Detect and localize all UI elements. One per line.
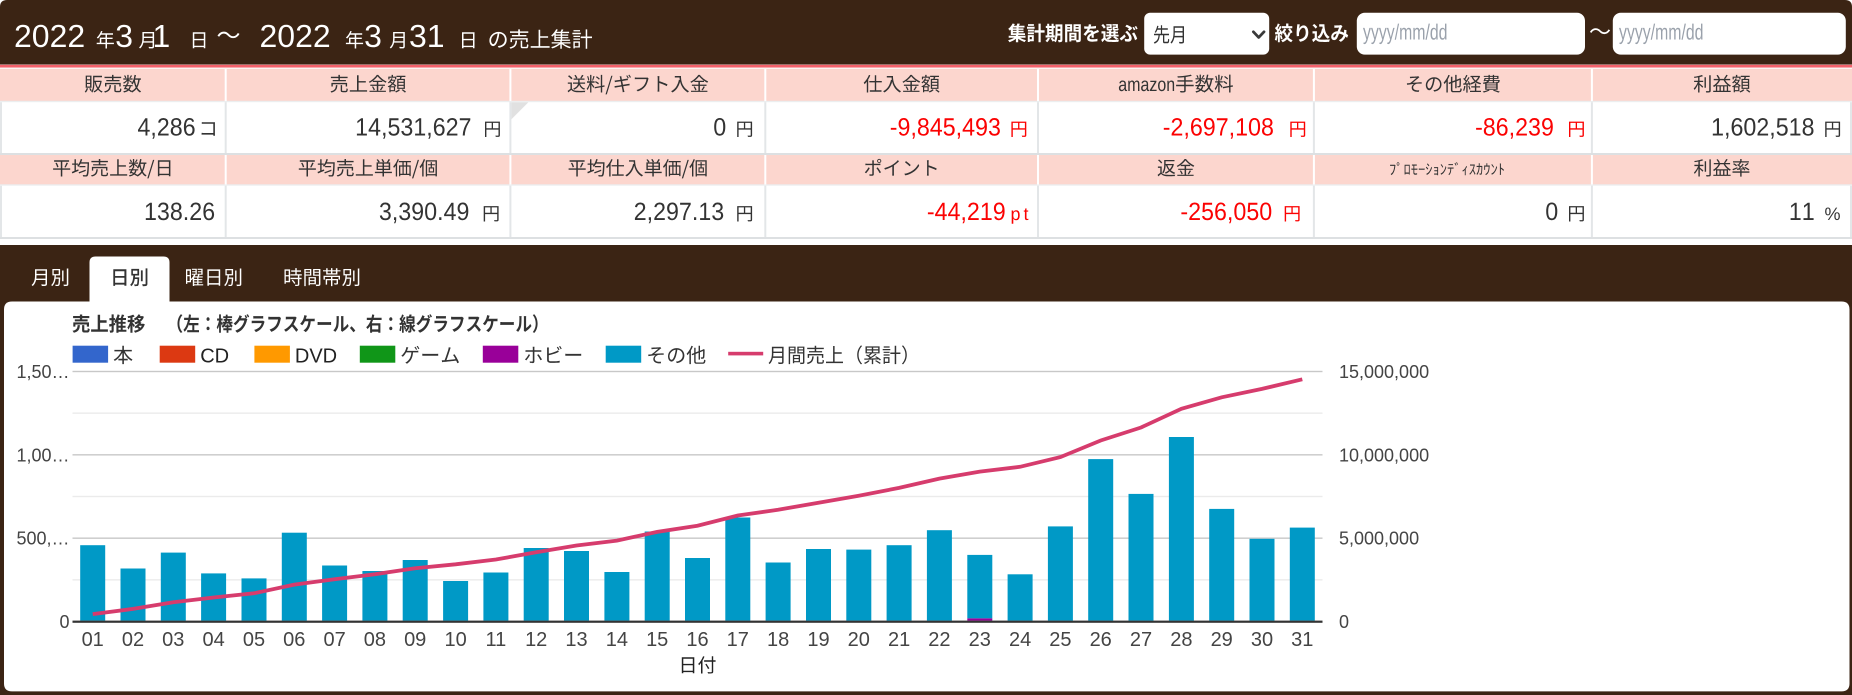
svg-text:23: 23 xyxy=(969,629,991,651)
svg-text:16: 16 xyxy=(686,629,708,651)
svg-text:02: 02 xyxy=(122,629,144,651)
svg-text:01: 01 xyxy=(82,629,104,651)
svg-text:19: 19 xyxy=(807,629,829,651)
svg-text:25: 25 xyxy=(1049,629,1071,651)
svg-text:31: 31 xyxy=(1291,629,1313,651)
svg-text:1,50…: 1,50… xyxy=(16,362,69,382)
svg-text:06: 06 xyxy=(283,629,305,651)
svg-text:15,000,000: 15,000,000 xyxy=(1339,362,1429,382)
svg-text:26: 26 xyxy=(1090,629,1112,651)
svg-text:17: 17 xyxy=(727,629,749,651)
svg-text:11: 11 xyxy=(486,629,507,651)
svg-text:10,000,000: 10,000,000 xyxy=(1339,445,1429,465)
svg-text:20: 20 xyxy=(848,629,870,651)
svg-text:5,000,000: 5,000,000 xyxy=(1339,529,1419,549)
svg-text:27: 27 xyxy=(1130,629,1152,651)
svg-text:07: 07 xyxy=(323,629,345,651)
svg-text:0: 0 xyxy=(1339,612,1349,632)
svg-text:30: 30 xyxy=(1251,629,1273,651)
svg-text:13: 13 xyxy=(565,629,587,651)
svg-text:29: 29 xyxy=(1211,629,1233,651)
svg-text:04: 04 xyxy=(202,629,224,651)
svg-text:14: 14 xyxy=(606,629,628,651)
svg-text:15: 15 xyxy=(646,629,668,651)
svg-text:1,00…: 1,00… xyxy=(16,445,69,465)
svg-text:08: 08 xyxy=(364,629,386,651)
svg-text:10: 10 xyxy=(444,629,466,651)
svg-text:21: 21 xyxy=(888,629,910,651)
svg-text:09: 09 xyxy=(404,629,426,651)
svg-text:03: 03 xyxy=(162,629,184,651)
svg-text:24: 24 xyxy=(1009,629,1031,651)
svg-text:12: 12 xyxy=(525,629,547,651)
svg-text:DVD: DVD xyxy=(295,346,337,368)
svg-text:0: 0 xyxy=(59,612,69,632)
svg-text:22: 22 xyxy=(928,629,950,651)
svg-text:18: 18 xyxy=(767,629,789,651)
svg-text:CD: CD xyxy=(200,346,229,368)
svg-text:28: 28 xyxy=(1170,629,1192,651)
svg-text:500,…: 500,… xyxy=(16,529,69,549)
svg-text:05: 05 xyxy=(243,629,265,651)
